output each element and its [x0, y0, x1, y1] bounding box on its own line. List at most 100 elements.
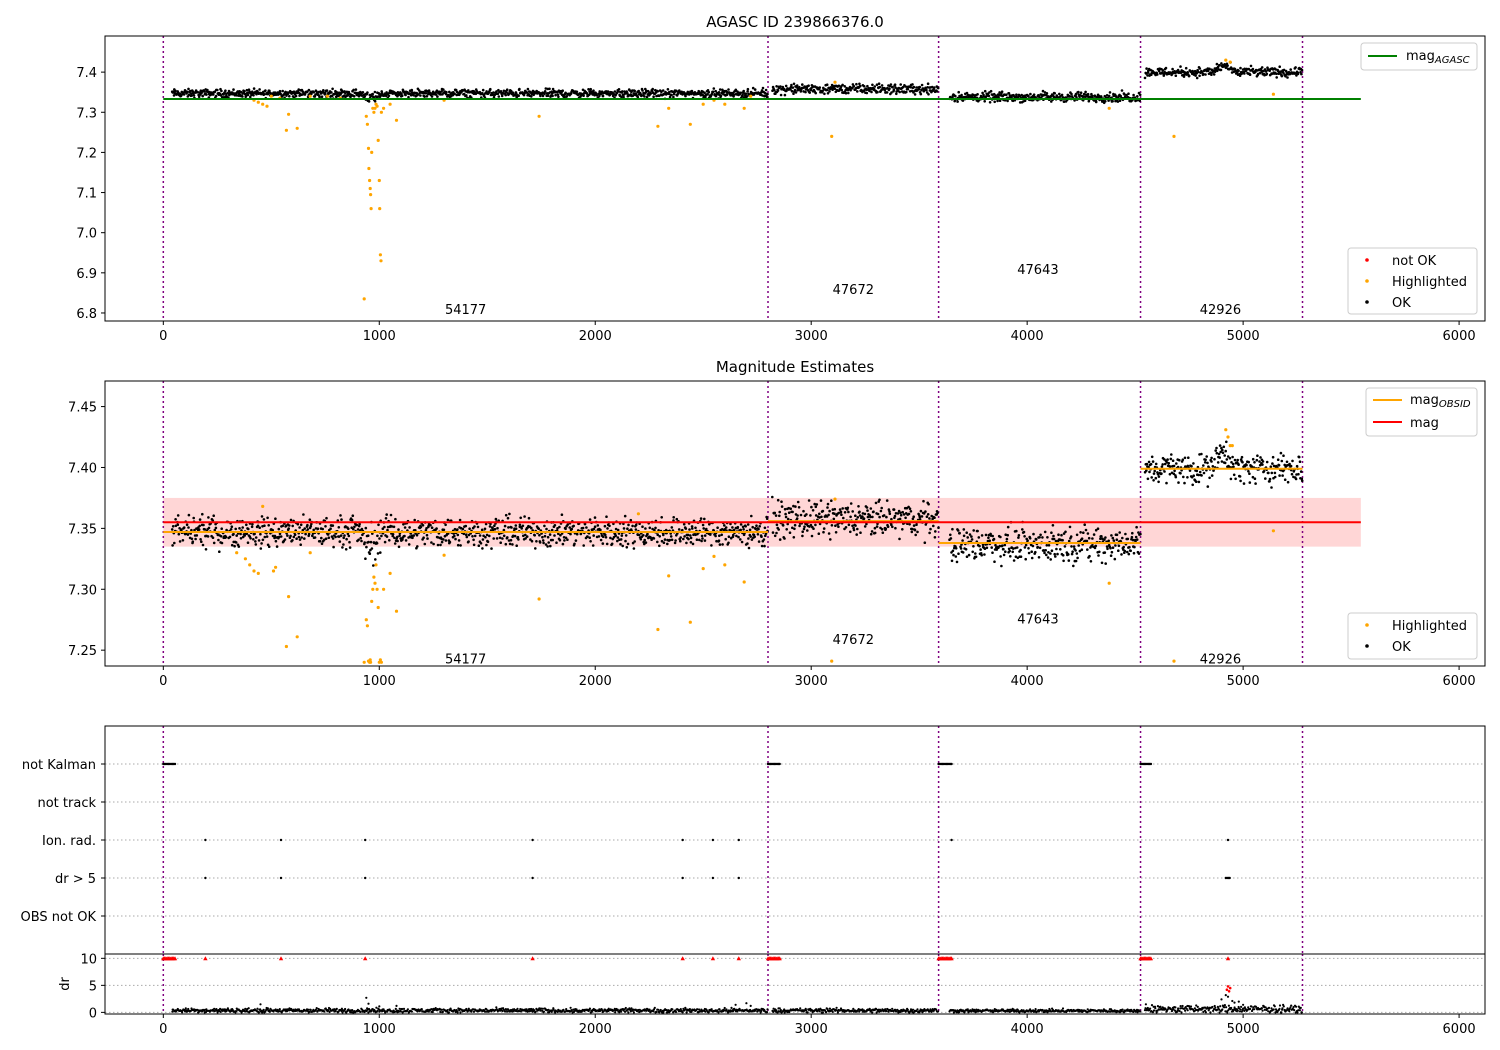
ok-point: [294, 94, 298, 98]
ok-point: [1222, 445, 1226, 449]
ok-point: [814, 91, 817, 95]
ok-point: [1208, 67, 1211, 71]
ok-point: [660, 516, 663, 519]
ok-point: [1097, 554, 1100, 557]
y-tick-label: 7.30: [68, 583, 97, 598]
ok-point: [502, 528, 506, 532]
ok-point: [742, 89, 745, 93]
ok-point: [751, 525, 754, 529]
ok-point: [1074, 559, 1078, 563]
ok-point: [440, 90, 443, 93]
ok-point: [1179, 65, 1182, 68]
ok-point: [956, 100, 959, 103]
ok-point: [494, 517, 498, 521]
ok-point: [1117, 549, 1120, 552]
ok-point: [980, 534, 984, 537]
ok-point: [1297, 455, 1301, 459]
ok-point: [249, 537, 252, 540]
ok-point: [734, 88, 738, 92]
ok-point: [1083, 523, 1086, 526]
highlighted-point: [367, 166, 371, 171]
ok-point: [312, 90, 316, 94]
ok-point: [871, 83, 874, 87]
ok-point: [1285, 460, 1289, 464]
ok-point: [211, 536, 215, 539]
ok-point: [298, 538, 302, 541]
ok-point: [951, 549, 955, 553]
ok-point: [670, 526, 674, 529]
legend-box: [1347, 247, 1478, 315]
ok-point: [820, 515, 823, 519]
ok-point: [541, 535, 544, 539]
ok-point: [292, 90, 296, 93]
ok-point: [1059, 548, 1062, 551]
highlighted-point: [656, 124, 660, 128]
ok-point: [1218, 456, 1221, 459]
ok-point: [971, 95, 974, 99]
ok-point: [826, 92, 830, 95]
y-tick-label: 7.25: [68, 644, 97, 659]
obs-label: 47672: [833, 283, 874, 298]
ok-point: [858, 84, 862, 88]
ok-point: [436, 543, 440, 547]
ok-point: [814, 514, 818, 517]
ok-point: [1058, 92, 1061, 96]
ok-point: [265, 535, 269, 538]
ok-point: [894, 86, 897, 89]
ok-point: [1197, 480, 1201, 484]
ok-point: [888, 87, 891, 91]
ok-point: [441, 93, 444, 96]
ok-point: [803, 525, 806, 528]
ok-point: [359, 536, 363, 540]
ok-point: [1232, 465, 1235, 469]
ok-point: [1186, 71, 1189, 74]
ok-point: [1088, 554, 1091, 558]
ok-point: [194, 537, 197, 541]
ok-point: [390, 525, 394, 528]
ok-point: [1099, 537, 1102, 540]
ok-point: [266, 516, 269, 520]
ok-point: [828, 509, 831, 513]
ok-point: [703, 534, 707, 537]
ok-point: [252, 94, 255, 97]
ok-point: [253, 532, 256, 536]
ok-point: [894, 512, 898, 515]
ok-point: [727, 535, 731, 538]
ok-point: [239, 532, 242, 536]
ok-point: [890, 523, 893, 526]
ok-point: [303, 93, 307, 96]
dr-point: [314, 1008, 317, 1012]
ok-point: [1015, 529, 1018, 533]
ok-point: [801, 534, 804, 538]
ok-point: [440, 540, 444, 544]
highlighted-point: [287, 595, 291, 599]
ok-point: [298, 526, 301, 529]
ok-point: [1107, 94, 1111, 98]
ok-point: [806, 529, 809, 532]
ok-point: [798, 524, 801, 528]
ok-point: [324, 91, 327, 95]
ok-point: [1265, 72, 1269, 76]
ok-point: [869, 515, 872, 519]
highlighted-point: [256, 100, 260, 104]
ok-point: [1022, 530, 1026, 534]
ok-point: [967, 553, 971, 557]
ok-point: [985, 546, 989, 550]
ok-point: [899, 83, 902, 86]
dr-point: [490, 1010, 493, 1013]
dr-point: [359, 1010, 362, 1013]
ok-point: [690, 525, 694, 528]
ok-point: [933, 86, 936, 89]
ok-point: [608, 524, 611, 528]
ok-point: [778, 514, 781, 518]
y-tick-label: 7.1: [76, 187, 97, 202]
ok-point: [865, 522, 868, 526]
ok-point: [880, 506, 883, 510]
ok-point: [1282, 454, 1285, 458]
ok-point: [1069, 535, 1073, 538]
ok-point: [911, 517, 915, 521]
ok-point: [1086, 548, 1089, 551]
ok-point: [1146, 477, 1150, 481]
ok-point: [1258, 463, 1262, 467]
ok-point: [506, 516, 510, 520]
